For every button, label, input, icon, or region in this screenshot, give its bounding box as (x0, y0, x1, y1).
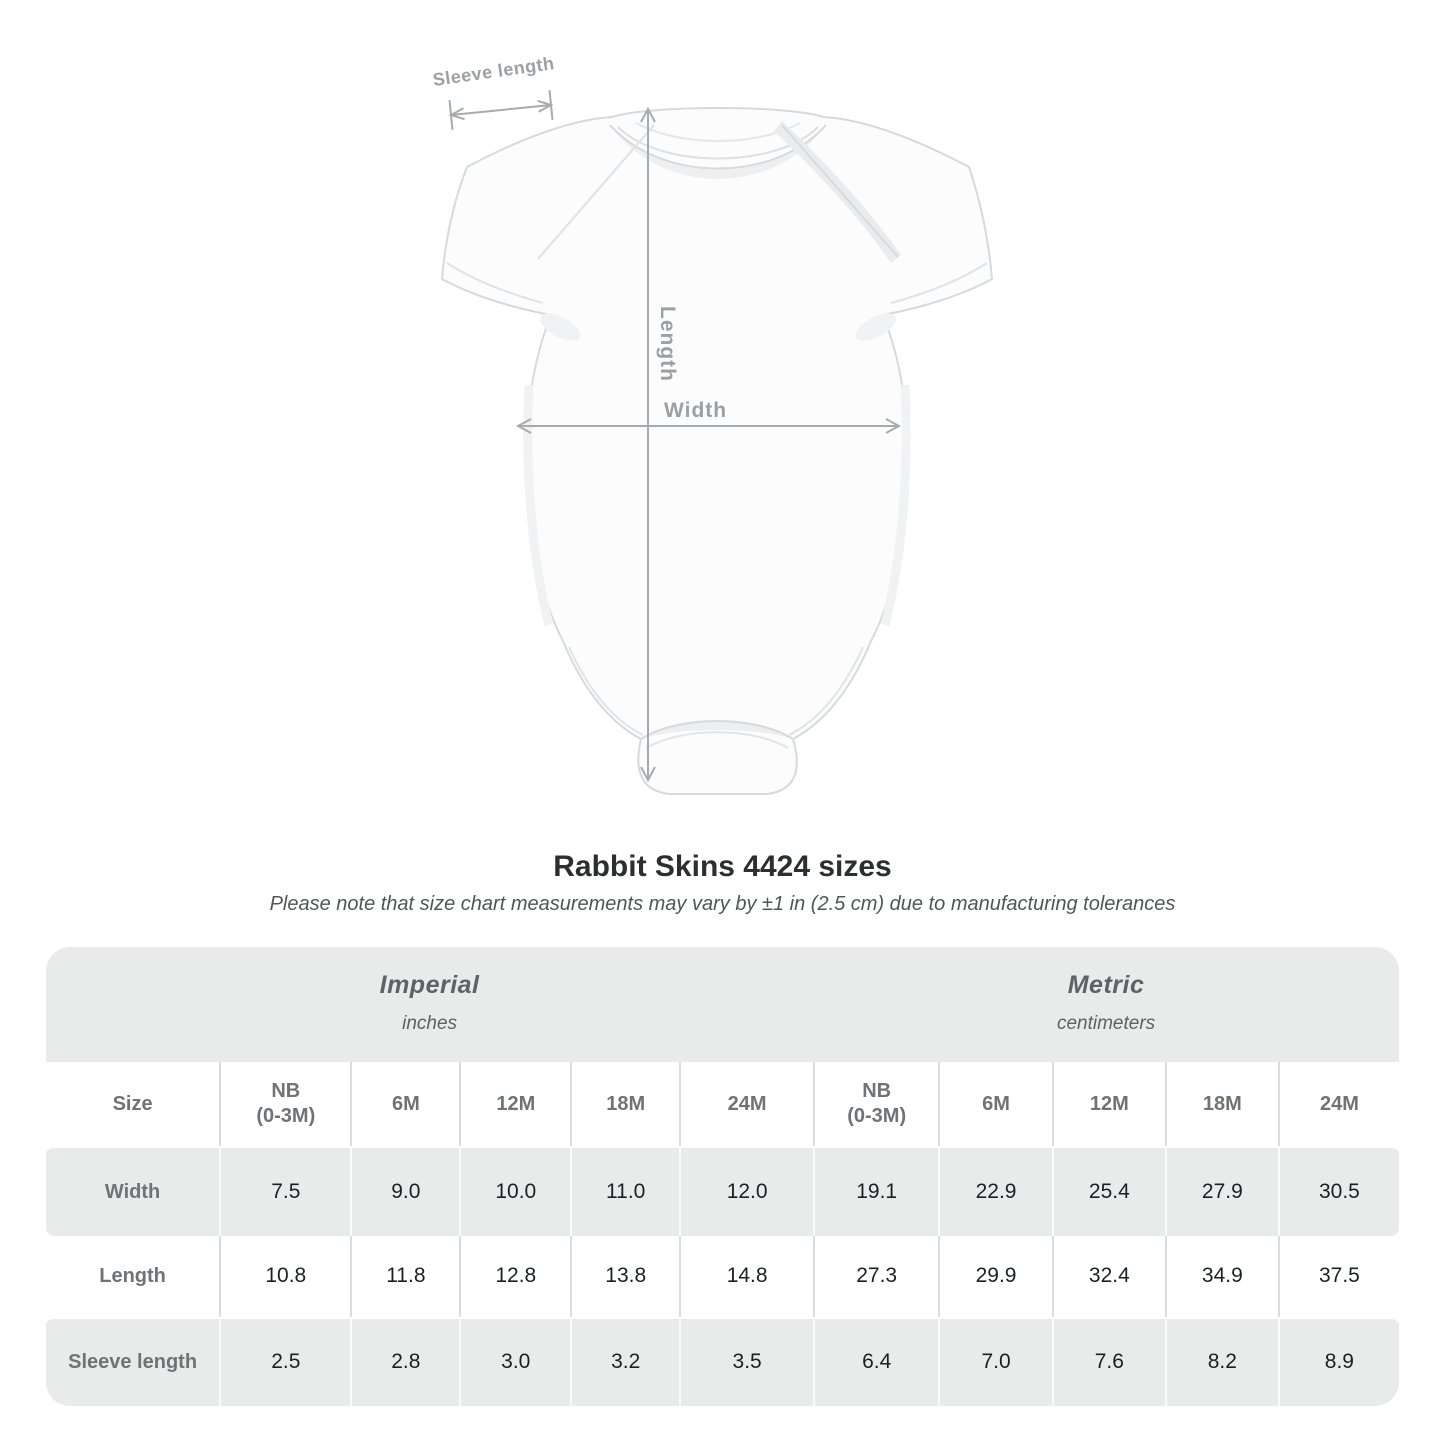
table-value: 30.5 (1277, 1148, 1399, 1236)
corner-cell: Size (112, 1092, 153, 1115)
table-value: 3.2 (570, 1319, 679, 1406)
table-value: 10.0 (459, 1148, 570, 1236)
bodysuit-image (441, 89, 993, 795)
table-value: 22.9 (938, 1148, 1052, 1236)
table-value: 32.4 (1051, 1236, 1165, 1317)
width-label: Width (664, 399, 728, 422)
table-value: 12.0 (679, 1148, 813, 1236)
table-value: 3.0 (459, 1319, 570, 1406)
column-header: 24M (1277, 1062, 1399, 1146)
table-value: 3.5 (679, 1319, 813, 1406)
table-value: 10.8 (219, 1236, 350, 1317)
row-label: Width (104, 1180, 161, 1203)
size-header-row: Size NB (0-3M) 6M 12M 18M 24M NB (0-3M) 6M… (46, 1062, 1399, 1146)
table-row-width: Width 7.5 9.0 10.0 11.0 12.0 19.1 22.9 2… (46, 1146, 1399, 1236)
imperial-group-header: Imperial inches (46, 947, 813, 1062)
tolerance-note: Please note that size chart measurements… (269, 893, 1176, 915)
table-row-length: Length 10.8 11.8 12.8 13.8 14.8 27.3 29.… (46, 1236, 1399, 1317)
table-value: 27.9 (1164, 1148, 1278, 1236)
metric-label: Metric (1067, 971, 1145, 999)
table-value: 34.9 (1164, 1236, 1278, 1317)
table-value: 12.8 (459, 1236, 570, 1317)
table-row-sleeve-length: Sleeve length 2.5 2.8 3.0 3.2 3.5 6.4 7.… (46, 1317, 1399, 1406)
table-value: 29.9 (938, 1236, 1052, 1317)
row-label: Length (99, 1265, 166, 1287)
metric-unit: centimeters (1056, 1013, 1156, 1034)
table-value: 11.8 (350, 1236, 459, 1317)
length-label: Length (656, 306, 679, 382)
table-value: 27.3 (813, 1236, 938, 1317)
table-value: 9.0 (350, 1148, 459, 1236)
table-value: 2.5 (219, 1319, 350, 1406)
sleeve-length-arrow (448, 89, 554, 131)
column-header: 24M (679, 1062, 813, 1146)
table-value: 19.1 (813, 1148, 938, 1236)
column-header: 6M (938, 1062, 1052, 1146)
table-value: 11.0 (570, 1148, 679, 1236)
column-header: NB (0-3M) (813, 1062, 938, 1146)
table-value: 7.0 (938, 1319, 1052, 1406)
column-header: 18M (570, 1062, 679, 1146)
page-title: Rabbit Skins 4424 sizes (553, 850, 892, 883)
metric-group-header: Metric centimeters (813, 947, 1399, 1062)
table-value: 8.2 (1164, 1319, 1278, 1406)
table-value: 7.5 (219, 1148, 350, 1236)
unit-group-header: Imperial inches Metric centimeters (46, 947, 1399, 1062)
table-value: 8.9 (1277, 1319, 1399, 1406)
row-label: Sleeve length (68, 1351, 198, 1373)
table-value: 37.5 (1277, 1236, 1399, 1317)
imperial-label: Imperial (379, 971, 480, 999)
length-arrow (640, 106, 656, 783)
column-header: 12M (1051, 1062, 1165, 1146)
column-header: 12M (459, 1062, 570, 1146)
column-header: NB (0-3M) (219, 1062, 350, 1146)
table-value: 14.8 (679, 1236, 813, 1317)
column-header: 18M (1164, 1062, 1278, 1146)
width-arrow (515, 418, 902, 434)
table-value: 13.8 (570, 1236, 679, 1317)
table-value: 2.8 (350, 1319, 459, 1406)
imperial-unit: inches (402, 1013, 458, 1034)
column-header: 6M (350, 1062, 459, 1146)
table-value: 7.6 (1051, 1319, 1165, 1406)
table-value: 25.4 (1051, 1148, 1165, 1236)
size-chart-table: Imperial inches Metric centimeters Size … (46, 947, 1399, 1406)
table-value: 6.4 (813, 1319, 938, 1406)
